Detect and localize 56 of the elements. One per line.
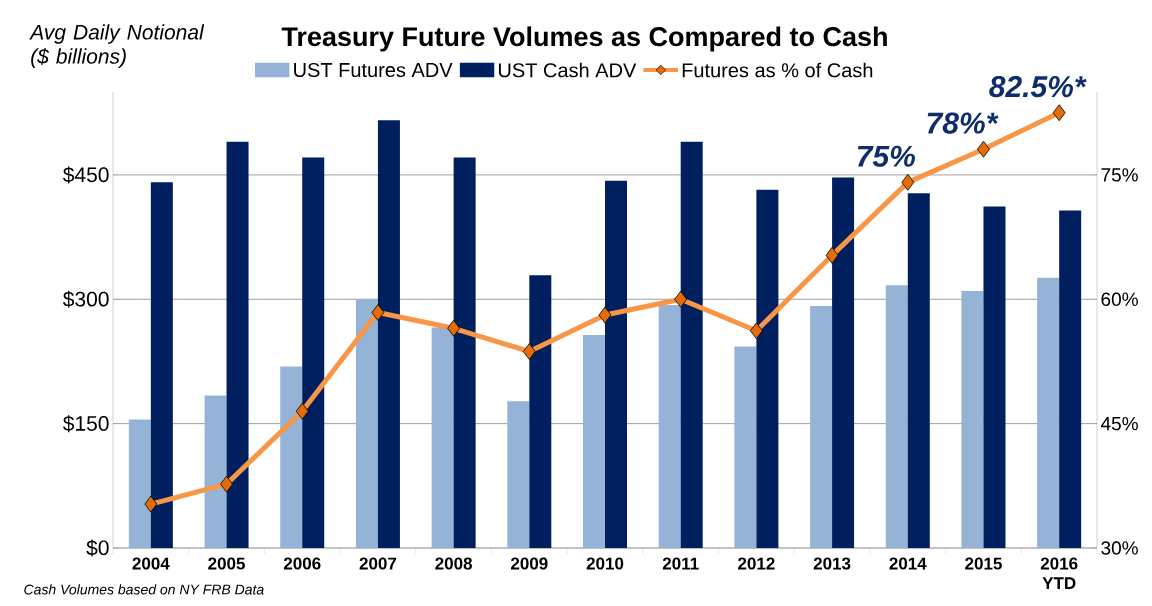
bar — [832, 177, 855, 548]
bar — [377, 120, 400, 548]
bar — [204, 395, 227, 548]
bar — [810, 305, 833, 548]
x-tick-label: 2008 — [435, 557, 472, 570]
bar — [680, 141, 703, 548]
bar — [150, 182, 173, 548]
x-tick-label: 2013 — [813, 557, 851, 570]
annotation: 78%* — [927, 112, 999, 134]
bar — [453, 157, 476, 548]
x-tick-label: 2010 — [586, 557, 624, 570]
x-tick-label: 2009 — [511, 557, 548, 570]
bar — [280, 366, 303, 548]
bar — [983, 206, 1006, 548]
y-axis-title: Avg Daily Notional ($ billions) — [29, 24, 205, 68]
text: Cash Volumes based on NY FRB Data — [24, 584, 264, 595]
x-tick-label: 2016 YTD — [1040, 557, 1078, 589]
bar — [226, 141, 249, 548]
y-tick-label: $150 — [62, 415, 109, 433]
x-tick-label: 2014 — [889, 557, 927, 570]
y2-tick-label: 45% — [1100, 416, 1138, 431]
x-tick-label: 2004 — [132, 557, 170, 570]
x-tick-label: 2011 — [662, 557, 699, 570]
bar — [961, 290, 984, 548]
legend-label: UST Futures ADV — [294, 62, 453, 78]
x-tick-label: 2006 — [283, 557, 321, 570]
x-tick-label: 2015 — [965, 557, 1002, 570]
bar — [431, 327, 454, 548]
bar — [507, 401, 530, 548]
bar — [128, 419, 151, 548]
bar — [583, 334, 606, 548]
bar — [605, 180, 628, 548]
chart-title: Treasury Future Volumes as Compared to Cash — [281, 26, 887, 52]
bar — [734, 346, 757, 548]
y2-tick-label: 75% — [1101, 168, 1138, 182]
y2-tick-label: 60% — [1101, 292, 1138, 306]
annotation: 82.5%* — [989, 75, 1087, 98]
bar — [302, 157, 325, 548]
bar — [355, 299, 378, 548]
legend-label: UST Cash ADV — [498, 62, 637, 78]
x-tick-label: 2007 — [359, 557, 397, 570]
bar — [658, 305, 681, 548]
x-tick-label: 2012 — [738, 557, 775, 570]
x-tick-label: 2005 — [208, 557, 245, 570]
annotation: 75% — [857, 145, 915, 167]
bar — [756, 189, 779, 548]
y-tick-label: $450 — [62, 166, 109, 184]
legend-label: Futures as % of Cash — [682, 62, 873, 78]
y2-tick-label: 30% — [1101, 541, 1138, 555]
bar — [885, 285, 908, 548]
bar — [1037, 277, 1060, 548]
bar — [1059, 210, 1082, 548]
y-tick-label: $300 — [62, 290, 109, 308]
bar — [529, 275, 552, 548]
y-tick-label: $0 — [86, 539, 109, 557]
bar — [907, 193, 930, 548]
